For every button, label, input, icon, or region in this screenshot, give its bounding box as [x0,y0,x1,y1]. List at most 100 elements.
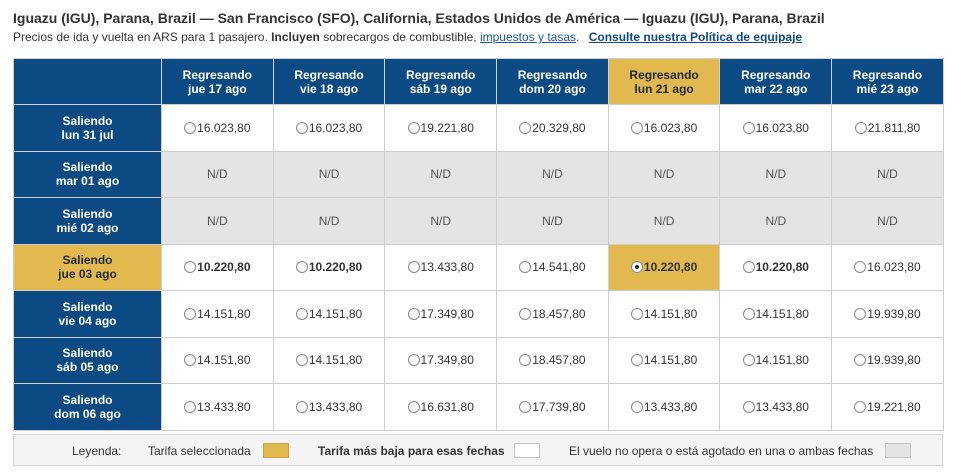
baggage-policy-link[interactable]: Consulte nuestra Política de equipaje [588,30,803,44]
not-available-text: N/D [207,167,228,182]
departure-row: Saliendo vie 04 ago 14.151,80 14.151,80 17.3… [13,290,944,338]
fare-cell[interactable]: 10.220,80 [607,243,721,291]
fare-cell[interactable]: 10.220,80 [161,243,274,291]
fare-radio[interactable] [854,121,867,134]
fare-radio[interactable] [295,307,308,320]
fare-cell[interactable]: 14.151,80 [161,290,274,338]
fare-radio[interactable] [295,354,308,367]
fare-radio[interactable] [630,307,643,320]
fare-cell[interactable]: 13.433,80 [607,383,721,431]
fare-price: 17.349,80 [420,306,474,321]
fare-cell[interactable]: 10.220,80 [272,243,386,291]
fare-cell[interactable]: 14.151,80 [272,290,386,338]
fare-cell[interactable]: 20.329,80 [496,104,609,152]
fare-radio[interactable] [407,121,420,134]
departure-date-header: Saliendo vie 04 ago [13,290,162,338]
fare-radio[interactable] [407,400,420,413]
fare-cell[interactable]: 17.739,80 [496,383,609,431]
fare-radio[interactable] [295,400,308,413]
fare-cell[interactable]: 18.457,80 [496,290,609,338]
fare-radio[interactable] [184,400,197,413]
fare-radio-selected[interactable] [630,261,643,274]
fare-cell[interactable]: 14.151,80 [272,336,386,384]
departure-date: jue 03 ago [58,267,117,282]
fare-radio[interactable] [519,354,532,367]
fare-radio[interactable] [184,261,197,274]
fare-cell[interactable]: 14.541,80 [496,243,609,291]
fare-price: 16.023,80 [197,120,251,135]
fare-cell[interactable]: 17.349,80 [384,290,498,338]
not-available-text: N/D [765,167,787,182]
fare-radio[interactable] [295,261,308,274]
fare-radio[interactable] [184,121,197,134]
not-available-text: N/D [318,213,340,228]
fare-price: 10.220,80 [308,260,363,275]
fare-cell[interactable]: 21.811,80 [831,104,944,152]
fare-radio[interactable] [407,354,420,367]
fare-cell[interactable]: 13.433,80 [719,383,833,431]
fare-radio[interactable] [519,261,532,274]
fare-radio[interactable] [742,121,755,134]
fare-price: 17.349,80 [420,353,474,368]
fare-cell[interactable]: 14.151,80 [161,336,274,384]
departure-row: Saliendo sáb 05 ago 14.151,80 14.151,80 17.3… [13,336,944,384]
return-date: sáb 19 ago [409,81,472,96]
fare-radio[interactable] [742,261,755,274]
departure-label: Saliendo [62,206,113,221]
fare-radio[interactable] [295,121,308,134]
fare-radio[interactable] [407,307,420,320]
not-available-text: N/D [430,213,452,228]
fare-radio[interactable] [630,354,643,367]
fare-radio[interactable] [742,400,755,413]
fare-cell[interactable]: 17.349,80 [384,336,498,384]
fare-radio[interactable] [854,307,867,320]
fare-cell[interactable]: 10.220,80 [719,243,833,291]
fare-price: 16.023,80 [755,120,809,135]
fare-radio[interactable] [630,400,643,413]
fare-cell[interactable]: 19.939,80 [831,336,944,384]
fare-cell[interactable]: 16.631,80 [384,383,498,431]
fare-cell[interactable]: 16.023,80 [719,104,833,152]
fare-cell[interactable]: 16.023,80 [161,104,274,152]
fare-radio[interactable] [184,307,197,320]
legend-lowest-swatch [514,443,540,458]
fare-price: 16.023,80 [867,260,921,275]
fare-cell[interactable]: 13.433,80 [161,383,274,431]
fare-radio[interactable] [854,400,867,413]
fare-price: 13.433,80 [420,260,474,275]
fare-cell[interactable]: 16.023,80 [607,104,721,152]
fare-price: 13.433,80 [755,399,809,414]
fare-cell[interactable]: 13.433,80 [384,243,498,291]
fare-cell[interactable]: 13.433,80 [272,383,386,431]
fare-radio[interactable] [630,121,643,134]
not-available-text: N/D [765,213,787,228]
fare-radio[interactable] [742,354,755,367]
departure-date-header: Saliendo mié 02 ago [13,197,162,245]
fare-cell-unavailable: N/D [831,150,944,198]
fare-cell[interactable]: 18.457,80 [496,336,609,384]
fare-cell[interactable]: 19.221,80 [831,383,944,431]
fare-cell[interactable]: 14.151,80 [719,290,833,338]
fare-radio[interactable] [184,354,197,367]
fare-cell[interactable]: 19.221,80 [384,104,498,152]
fare-radio[interactable] [519,400,532,413]
fare-cell[interactable]: 16.023,80 [272,104,386,152]
fare-radio[interactable] [519,307,532,320]
departure-row: Saliendo jue 03 ago 10.220,80 10.220,80 13.4… [13,243,944,291]
fare-radio[interactable] [854,354,867,367]
fare-cell[interactable]: 14.151,80 [607,290,721,338]
departure-label: Saliendo [62,160,113,175]
fare-radio[interactable] [407,261,420,274]
fare-radio[interactable] [519,121,532,134]
fare-cell-unavailable: N/D [272,150,386,198]
departure-row: Saliendo mié 02 ago N/D N/D N/D N/D N/D N/D N/D [13,197,944,245]
fare-radio[interactable] [854,261,867,274]
fare-cell[interactable]: 14.151,80 [719,336,833,384]
fare-cell[interactable]: 14.151,80 [607,336,721,384]
fare-cell-unavailable: N/D [831,197,944,245]
return-date-header-row: Regresando jue 17 ago Regresando vie 18 ago… [13,58,944,105]
fare-cell[interactable]: 19.939,80 [831,290,944,338]
fare-radio[interactable] [742,307,755,320]
taxes-link[interactable]: impuestos y tasas [479,30,577,44]
fare-cell[interactable]: 16.023,80 [831,243,944,291]
